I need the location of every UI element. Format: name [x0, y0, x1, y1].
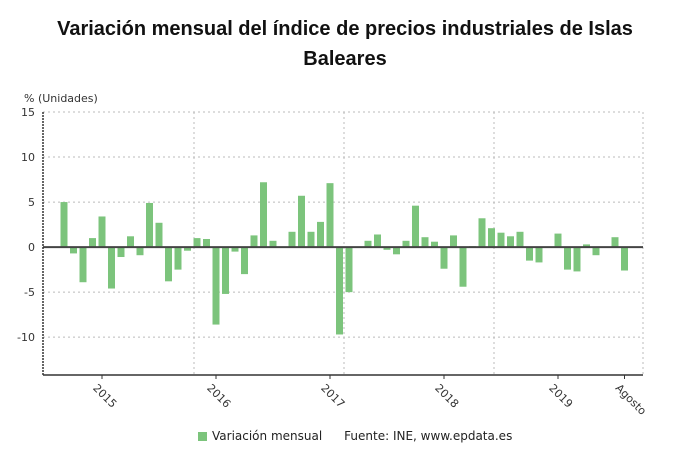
bar-2017-08 — [393, 247, 400, 255]
bar-2019-02 — [564, 247, 571, 270]
bar-2018-09 — [516, 231, 524, 248]
bar-2015-10 — [184, 247, 191, 251]
bar-2014-10 — [70, 247, 77, 254]
bar-2016-07 — [269, 240, 277, 248]
bar-2019-03 — [573, 247, 581, 272]
source-text: Fuente: INE, www.epdata.es — [344, 429, 513, 443]
bar-2014-12 — [89, 238, 96, 248]
bar-2016-06 — [260, 182, 267, 248]
bar-2018-07 — [497, 232, 505, 248]
bar-2017-06 — [374, 234, 381, 248]
x-tick-label: 2017 — [318, 382, 347, 411]
bar-2016-09 — [288, 231, 296, 248]
bar-2017-05 — [364, 240, 372, 248]
bar-2015-07 — [155, 222, 163, 248]
bar-2018-03 — [459, 247, 467, 287]
bar-2019-01 — [554, 233, 562, 248]
y-axis-label: % (Unidades) — [24, 92, 98, 105]
bar-2014-09 — [60, 202, 68, 248]
bar-2015-05 — [136, 247, 144, 256]
bar-2018-01 — [440, 247, 448, 269]
bar-2018-02 — [450, 235, 457, 248]
chart-title-line1: Variación mensual del índice de precios … — [57, 18, 633, 40]
bar-2017-09 — [402, 240, 410, 248]
bar-2019-04 — [583, 244, 590, 248]
x-tick-label: Agosto — [613, 382, 649, 418]
bar-2018-11 — [535, 247, 543, 263]
legend-label: Variación mensual — [212, 429, 323, 443]
bar-2017-01 — [326, 183, 334, 248]
legend-swatch — [198, 431, 207, 441]
y-tick-label: 5 — [28, 196, 35, 209]
bar-2017-07 — [383, 247, 391, 250]
bar-2015-04 — [127, 236, 134, 248]
bar-2014-11 — [79, 247, 87, 283]
legend: Variación mensual Fuente: INE, www.epdat… — [198, 429, 512, 443]
chart-title: Variación mensual del índice de precios … — [10, 14, 680, 74]
bar-2016-01 — [212, 247, 220, 325]
x-tick-label: 2018 — [432, 382, 461, 411]
bar-2016-05 — [250, 235, 258, 248]
bar-2016-02 — [222, 247, 229, 294]
bar-2019-07 — [611, 237, 619, 248]
bar-2017-10 — [412, 205, 419, 248]
y-tick-label: 15 — [21, 106, 35, 119]
bar-2015-08 — [165, 247, 172, 282]
bar-2019-08 — [621, 247, 628, 271]
bar-2017-12 — [431, 241, 438, 248]
y-tick-label: 0 — [28, 241, 35, 254]
bar-2016-03 — [231, 247, 239, 252]
bar-2017-02 — [336, 247, 343, 335]
bar-2017-11 — [421, 237, 429, 248]
bar-2018-06 — [488, 228, 495, 248]
y-tick-label: -10 — [17, 331, 35, 344]
y-tick-label: -5 — [24, 286, 35, 299]
bar-2016-11 — [307, 231, 315, 248]
bar-2015-11 — [193, 238, 201, 248]
x-tick-label: 2019 — [546, 382, 575, 411]
bar-2015-02 — [108, 247, 115, 289]
bar-2017-03 — [345, 247, 353, 293]
bar-2018-05 — [478, 218, 486, 248]
bar-2015-12 — [203, 238, 210, 248]
chart-title-line2: Baleares — [303, 48, 387, 70]
bar-2019-05 — [592, 247, 600, 256]
x-tick-label: 2016 — [204, 382, 233, 411]
y-tick-label: 10 — [21, 151, 35, 164]
bar-2018-10 — [526, 247, 533, 261]
bar-2015-03 — [117, 247, 125, 258]
bar-2015-01 — [98, 216, 106, 248]
bar-2018-08 — [507, 236, 514, 248]
bar-2016-12 — [317, 221, 324, 248]
bar-2016-10 — [298, 195, 305, 248]
bar-2015-09 — [174, 247, 182, 270]
bar-2015-06 — [146, 202, 153, 248]
x-tick-label: 2015 — [90, 382, 119, 411]
bar-2016-04 — [241, 247, 248, 275]
